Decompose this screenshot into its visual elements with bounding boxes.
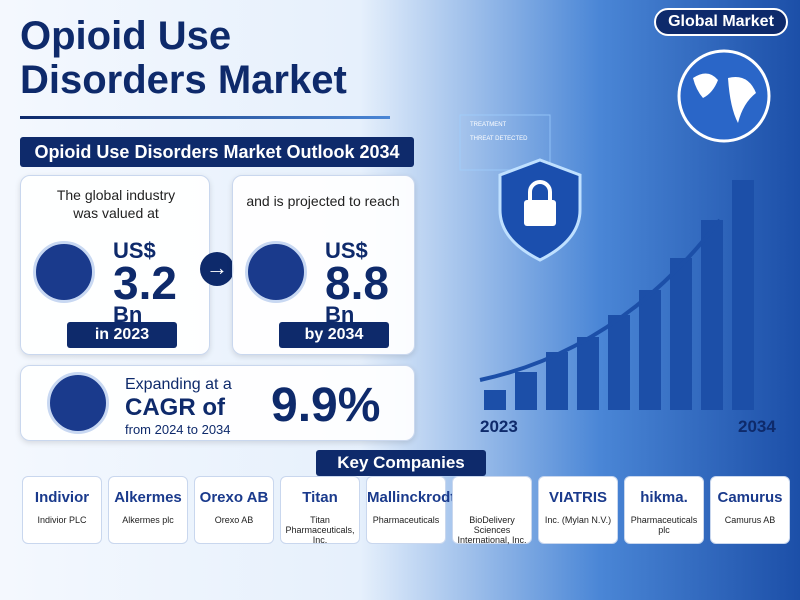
cagr-card: Expanding at a CAGR of from 2024 to 2034…: [20, 365, 415, 441]
arrow: →: [200, 252, 234, 286]
growth-start: 2023: [480, 417, 518, 436]
company-card: Titan Titan Pharmaceuticals, Inc.: [280, 476, 360, 545]
bg-label: TREATMENT: [470, 122, 507, 128]
bg-label: THREAT DETECTED: [470, 136, 528, 142]
company-card: Orexo AB Orexo AB: [194, 476, 274, 544]
company-card: hikma. Pharmaceuticals plc: [624, 476, 704, 544]
title-line: Opioid Use: [20, 14, 232, 58]
value: 3.2: [113, 257, 177, 309]
cagr-line: Expanding at a: [125, 376, 232, 393]
company-name: Orexo AB: [214, 515, 254, 525]
globe: [677, 49, 771, 143]
period: in 2023: [67, 322, 177, 348]
background-art: TREATMENT THREAT DETECTED 2023 2034: [459, 114, 776, 436]
company-name: Camurus AB: [724, 515, 776, 525]
currency: US$: [113, 238, 156, 263]
company-card: Alkermes Alkermes plc: [108, 476, 188, 544]
cagr-value: 9.9%: [271, 379, 381, 432]
currency: US$: [325, 238, 368, 263]
company-logo: VIATRIS: [548, 489, 608, 506]
value: 8.8: [325, 257, 389, 309]
company-logo: hikma.: [640, 489, 688, 506]
intro: The global industry was valued at: [56, 187, 176, 221]
companies-heading: Key Companies: [316, 450, 486, 476]
cagr-line: from 2024 to 2034: [125, 422, 231, 437]
company-card: Mallinckrodt Pharmaceuticals: [366, 476, 456, 544]
company-logo: Titan: [302, 489, 338, 506]
growth-end: 2034: [738, 417, 776, 436]
company-name: Inc. (Mylan N.V.): [544, 515, 612, 525]
projected-card: and is projected to reach US$ 8.8 Bn by …: [232, 175, 415, 355]
company-card: Camurus Camurus AB: [710, 476, 790, 544]
company-name: Alkermes plc: [122, 515, 174, 525]
company-name: Pharmaceuticals plc: [630, 515, 698, 535]
period: by 2034: [279, 322, 389, 348]
company-card: BioDelivery Sciences International, Inc.: [452, 476, 532, 545]
company-name: Pharmaceuticals: [372, 515, 440, 525]
title: Opioid Use Disorders Market: [20, 14, 347, 102]
company-logo: Alkermes: [114, 489, 182, 506]
company-name: BioDelivery Sciences International, Inc.: [457, 515, 527, 545]
company-logo: Mallinckrodt: [367, 489, 456, 506]
company-logo: Camurus: [717, 489, 783, 506]
icon: [245, 241, 307, 303]
title-line: Disorders Market: [20, 58, 347, 102]
divider: [20, 116, 390, 119]
company-card: Indivior Indivior PLC: [22, 476, 102, 544]
badge: Global Market: [654, 8, 788, 36]
icon: [33, 241, 95, 303]
company-name: Titan Pharmaceuticals, Inc.: [285, 515, 355, 545]
valued-card: The global industry was valued at US$ 3.…: [20, 175, 210, 355]
company-logo: [453, 489, 531, 515]
company-card: VIATRIS Inc. (Mylan N.V.): [538, 476, 618, 544]
intro: and is projected to reach: [246, 193, 400, 209]
outlook-banner: Opioid Use Disorders Market Outlook 2034: [20, 137, 414, 167]
company-logo: Orexo AB: [199, 489, 269, 506]
company-name: Indivior PLC: [37, 515, 87, 525]
cagr-line: CAGR of: [125, 394, 225, 421]
company-logo: Indivior: [34, 489, 90, 506]
icon: [47, 372, 109, 434]
